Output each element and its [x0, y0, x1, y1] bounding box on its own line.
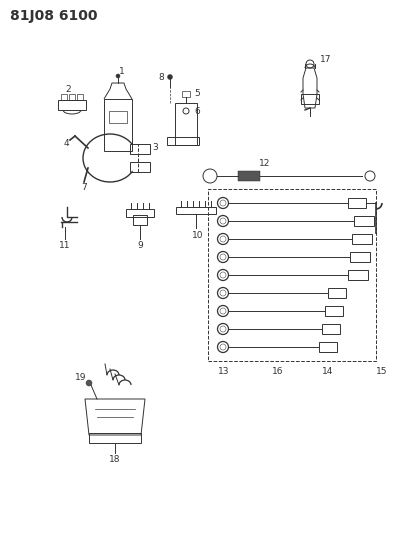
- Bar: [58, 100, 86, 110]
- Bar: [126, 209, 154, 217]
- Bar: [354, 216, 374, 226]
- Text: 7: 7: [81, 183, 87, 192]
- Text: 13: 13: [218, 367, 230, 376]
- Bar: [348, 198, 366, 208]
- Bar: [89, 433, 141, 443]
- Text: 81J08 6100: 81J08 6100: [10, 9, 98, 23]
- Text: 19: 19: [75, 373, 87, 382]
- Text: 15: 15: [376, 367, 388, 376]
- Bar: [77, 94, 83, 100]
- Bar: [130, 144, 150, 154]
- Text: 4: 4: [63, 140, 69, 149]
- Circle shape: [168, 75, 173, 79]
- Text: 17: 17: [320, 55, 332, 64]
- Bar: [176, 207, 216, 214]
- Bar: [167, 137, 199, 145]
- Bar: [238, 171, 260, 181]
- Text: 1: 1: [119, 67, 125, 76]
- Bar: [352, 234, 372, 244]
- Bar: [350, 252, 370, 262]
- Text: 12: 12: [259, 159, 271, 168]
- Bar: [319, 342, 337, 352]
- Bar: [69, 94, 75, 100]
- Bar: [133, 215, 147, 225]
- Bar: [325, 306, 343, 316]
- Bar: [104, 99, 132, 151]
- Text: 16: 16: [272, 367, 284, 376]
- Bar: [301, 94, 319, 104]
- Text: 6: 6: [194, 107, 200, 116]
- Bar: [322, 324, 340, 334]
- Text: 2: 2: [65, 85, 71, 93]
- Bar: [348, 270, 368, 280]
- Bar: [61, 94, 67, 100]
- Bar: [328, 288, 346, 298]
- Circle shape: [116, 74, 120, 78]
- Text: 3: 3: [152, 143, 158, 152]
- Bar: [175, 103, 197, 145]
- Bar: [109, 111, 127, 123]
- Text: 11: 11: [59, 240, 71, 249]
- Bar: [208, 189, 376, 361]
- Circle shape: [86, 380, 92, 386]
- Bar: [130, 162, 150, 172]
- Text: 9: 9: [137, 240, 143, 249]
- Text: 18: 18: [109, 456, 121, 464]
- Text: 8: 8: [158, 72, 164, 82]
- Bar: [182, 91, 190, 97]
- Text: 5: 5: [194, 88, 200, 98]
- Text: 10: 10: [192, 230, 204, 239]
- Text: 14: 14: [322, 367, 334, 376]
